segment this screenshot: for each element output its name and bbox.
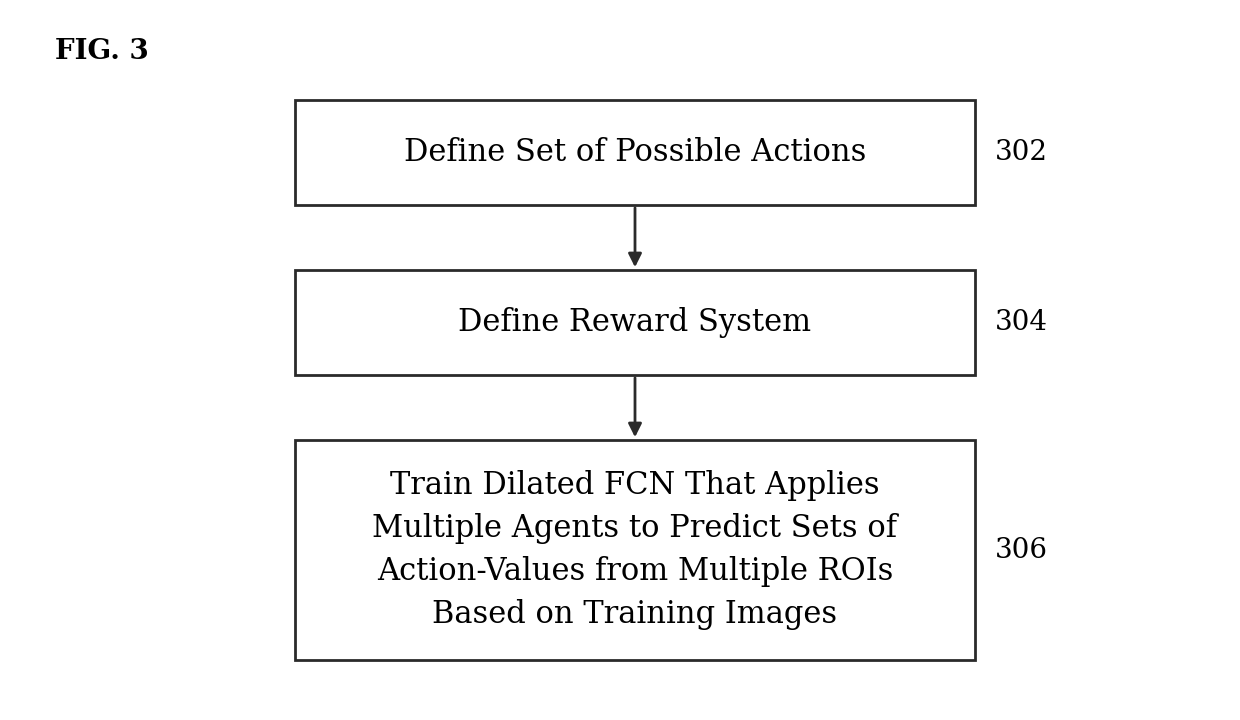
Bar — [295, 100, 975, 205]
Bar — [295, 270, 975, 375]
Text: FIG. 3: FIG. 3 — [55, 38, 149, 65]
Text: 304: 304 — [994, 309, 1048, 336]
Text: Define Reward System: Define Reward System — [459, 307, 811, 338]
Text: 302: 302 — [994, 139, 1048, 166]
Bar — [295, 440, 975, 660]
Text: Define Set of Possible Actions: Define Set of Possible Actions — [404, 137, 867, 168]
Text: 306: 306 — [994, 536, 1048, 564]
Text: Train Dilated FCN That Applies
Multiple Agents to Predict Sets of
Action-Values : Train Dilated FCN That Applies Multiple … — [372, 470, 898, 630]
